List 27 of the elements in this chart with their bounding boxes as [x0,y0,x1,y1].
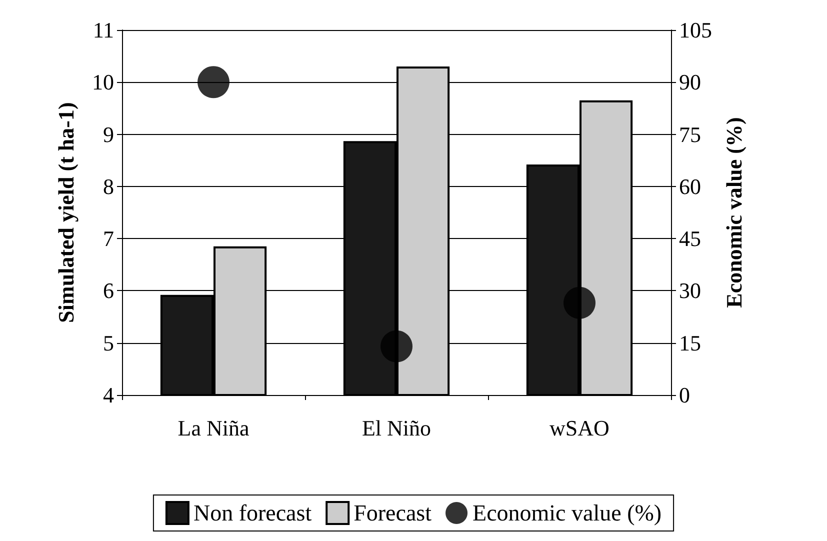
y2-axis-title: Economic value (%) [721,117,746,308]
legend-label: Forecast [354,500,432,526]
legend-label: Economic value (%) [472,500,662,526]
x-tick-label: wSAO [550,416,610,440]
legend-label: Non forecast [193,500,312,526]
y2-tick-label: 0 [679,382,690,408]
y-tick-label: 8 [103,174,114,199]
y-tick-label: 7 [103,226,114,252]
y-tick-label: 4 [103,382,114,408]
y2-tick-label: 45 [679,226,701,252]
y-tick-label: 5 [103,330,114,356]
y-tick-label: 9 [103,122,114,147]
x-tick-label: El Niño [362,416,432,440]
x-tick-label: La Niña [178,416,250,440]
point [380,330,412,362]
y2-tick-label: 75 [679,122,701,147]
y-tick-label: 10 [92,70,114,95]
point [198,66,230,98]
y2-tick-label: 30 [679,278,701,304]
y2-tick-label: 60 [679,174,701,199]
y-tick-label: 11 [92,18,114,42]
point [564,286,596,319]
y2-tick-label: 15 [679,330,701,356]
y2-tick-label: 105 [679,18,712,42]
y-axis-title: Simulated yield (t ha-1) [54,102,78,323]
y2-tick-label: 90 [679,70,701,95]
y-tick-label: 6 [103,278,114,304]
